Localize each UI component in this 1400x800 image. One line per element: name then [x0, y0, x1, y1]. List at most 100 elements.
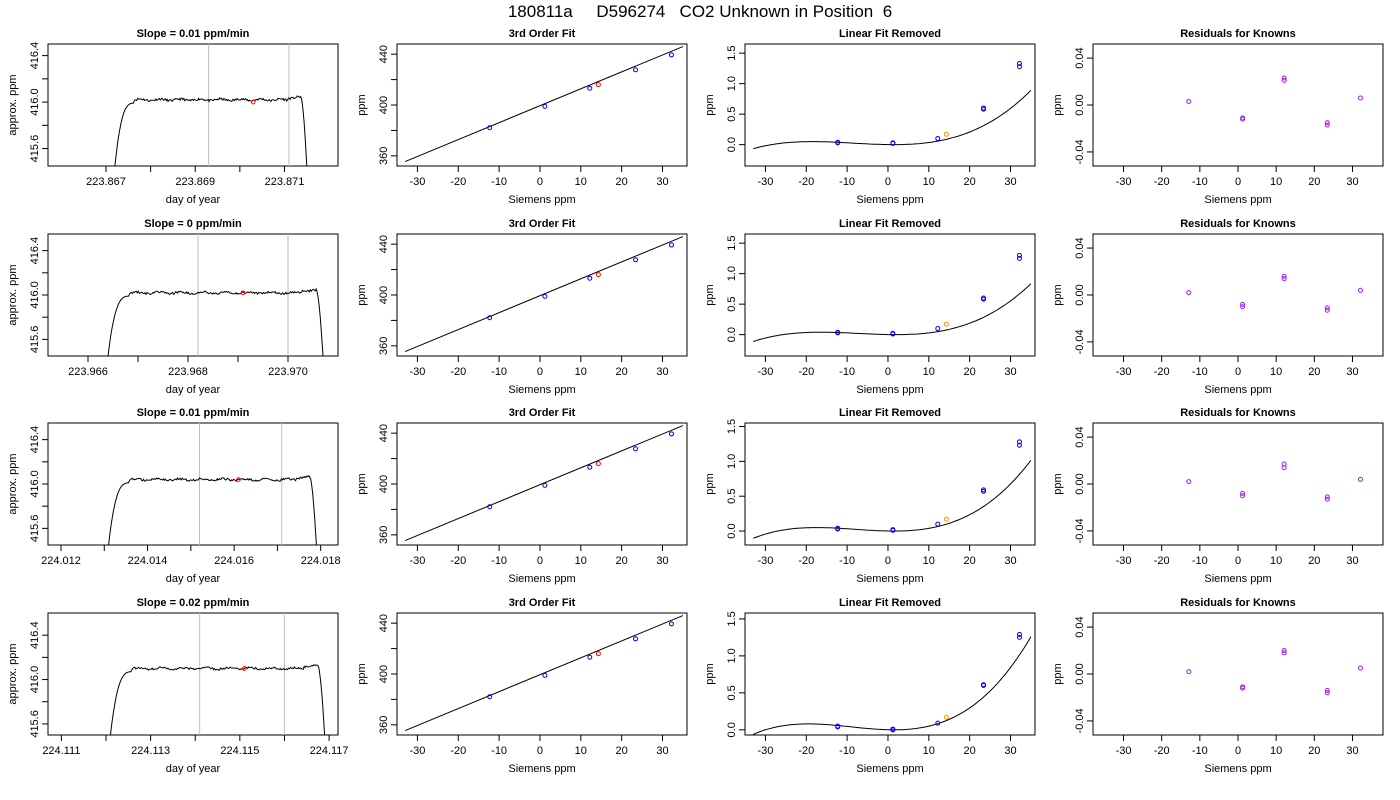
x-tick-label: 10	[923, 555, 935, 567]
y-tick-label: 1.5	[726, 236, 738, 251]
plot-frame	[744, 233, 1036, 357]
panel-title: Slope = 0.01 ppm/min	[137, 407, 250, 419]
y-tick-label: 440	[378, 424, 390, 442]
plot-area	[404, 236, 684, 353]
known-point	[587, 654, 593, 660]
panel-title: Residuals for Knowns	[1180, 218, 1296, 230]
panel-title: Slope = 0.02 ppm/min	[137, 597, 250, 609]
x-axis-label: Siemens ppm	[856, 194, 923, 206]
y-tick-label: -0.04	[1074, 518, 1086, 543]
y-tick-label: 400	[378, 475, 390, 493]
x-tick-label: -10	[1192, 366, 1208, 378]
y-tick-label: 416.0	[29, 666, 41, 694]
y-tick-label: 1.0	[726, 266, 738, 281]
plot-area	[107, 234, 324, 356]
known-point	[1016, 439, 1022, 445]
y-tick-label: -0.04	[1074, 329, 1086, 354]
y-tick-label: 400	[378, 96, 390, 114]
residual-point	[1357, 287, 1363, 293]
x-tick-label: 224.117	[310, 745, 349, 757]
plot-frame	[47, 233, 339, 357]
plot-area	[1186, 75, 1363, 128]
y-tick-label: 1.5	[726, 611, 738, 626]
y-tick-label: 400	[378, 286, 390, 304]
x-tick-label: 30	[1004, 745, 1016, 757]
y-tick-label: 0.5	[726, 107, 738, 122]
y-tick-label: 0.04	[1074, 47, 1086, 68]
y-tick-label: 1.0	[726, 76, 738, 91]
residual-point	[1324, 307, 1330, 313]
known-point	[487, 504, 493, 510]
residual-point	[1324, 305, 1330, 311]
known-point	[935, 521, 941, 527]
x-tick-label: 10	[575, 366, 587, 378]
x-tick-label: -10	[1192, 745, 1208, 757]
x-tick-label: 223.966	[68, 366, 108, 378]
x-tick-label: 10	[575, 745, 587, 757]
residual-point	[1324, 120, 1330, 126]
known-point	[633, 446, 639, 452]
y-tick-label: 416.4	[29, 237, 41, 265]
plot-frame	[744, 422, 1036, 546]
panel-trace-3: Slope = 0.02 ppm/min day of year approx. p…	[7, 597, 349, 775]
x-tick-label: 10	[923, 366, 935, 378]
known-point	[835, 525, 841, 531]
y-tick-label: 416.0	[29, 88, 41, 116]
residual-point	[1281, 273, 1287, 279]
known-point	[1016, 252, 1022, 258]
x-tick-label: -10	[491, 555, 507, 567]
known-point	[1016, 442, 1022, 448]
y-tick-label: 0.0	[726, 327, 738, 342]
residual-point	[1240, 685, 1246, 691]
x-tick-label: 224.115	[220, 745, 259, 757]
panel-fit-0: 3rd Order Fit Siemens ppm ppm -30 -20 -10 0 10 2…	[356, 28, 688, 206]
x-tick-label: -30	[757, 555, 773, 567]
y-axis-label: ppm	[704, 473, 716, 494]
x-tick-label: -10	[1192, 176, 1208, 188]
panel-linear-removed-0: Linear Fit Removed Siemens ppm ppm -30 -20 -1…	[704, 28, 1036, 206]
known-point	[633, 257, 639, 263]
known-point	[981, 487, 987, 493]
residual-point	[1281, 650, 1287, 656]
panel-title: Residuals for Knowns	[1180, 597, 1296, 609]
panel-title: 3rd Order Fit	[509, 218, 576, 230]
y-tick-label: 440	[378, 235, 390, 253]
panel-linear-removed-3: Linear Fit Removed Siemens ppm ppm -30 -20 -1…	[704, 597, 1036, 775]
residual-point	[1357, 665, 1363, 671]
residual-curve	[753, 636, 1032, 735]
ppm-trace-line	[110, 664, 326, 735]
residual-point	[1240, 301, 1246, 307]
plot-area	[753, 439, 1032, 539]
plot-area	[753, 631, 1032, 735]
x-tick-label: -20	[798, 745, 814, 757]
y-tick-label: 1.0	[726, 454, 738, 469]
known-point	[935, 326, 941, 332]
y-axis-label: ppm	[1052, 663, 1064, 684]
plot-area	[404, 615, 684, 732]
y-tick-label: 0.0	[726, 137, 738, 152]
known-point	[981, 105, 987, 111]
known-point	[542, 293, 548, 299]
y-tick-label: 0.0	[726, 722, 738, 737]
residual-point	[1281, 465, 1287, 471]
x-tick-label: 10	[923, 745, 935, 757]
plot-area	[753, 61, 1032, 150]
unknown-point	[595, 82, 601, 88]
x-axis-label: Siemens ppm	[1204, 194, 1271, 206]
panel-fit-2: 3rd Order Fit Siemens ppm ppm -30 -20 -10 0 10 2…	[356, 407, 688, 585]
panel-title: Residuals for Knowns	[1180, 28, 1296, 40]
y-tick-label: 1.5	[726, 46, 738, 61]
ppm-trace-line	[108, 475, 317, 545]
plot-area	[404, 425, 684, 542]
known-point	[981, 295, 987, 301]
panel-title: 3rd Order Fit	[509, 597, 576, 609]
x-tick-label: 223.871	[265, 176, 305, 188]
y-tick-label: 0.5	[726, 297, 738, 312]
known-point	[487, 125, 493, 131]
x-tick-label: -20	[798, 366, 814, 378]
residual-point	[1186, 479, 1192, 485]
known-point	[587, 464, 593, 470]
x-axis-label: Siemens ppm	[856, 763, 923, 775]
plot-area	[114, 44, 308, 166]
x-axis-label: day of year	[166, 384, 221, 396]
